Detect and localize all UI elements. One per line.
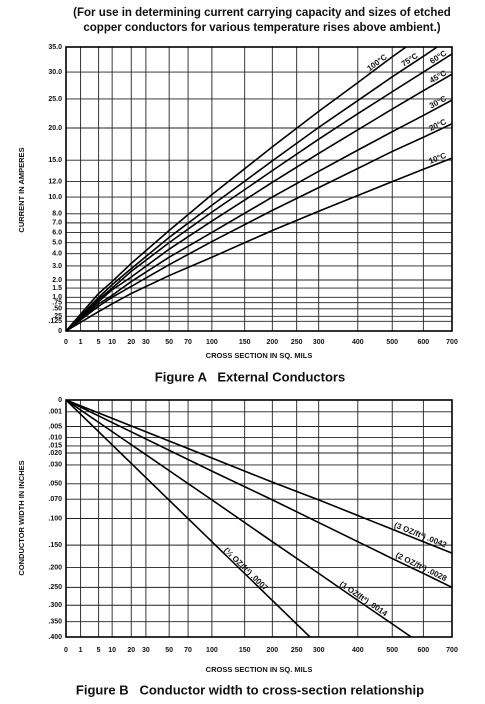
plot-frame [65,399,453,638]
y-tick-label: 2.0 [52,277,62,284]
x-tick-label: 150 [239,647,251,654]
x-tick-label: 250 [291,339,303,346]
y-tick-label: .350 [48,619,62,626]
x-tick-label: 400 [352,339,364,346]
y-tick-label: 10.0 [48,194,62,201]
y-tick-label: .150 [48,542,62,549]
x-tick-label: 300 [313,647,325,654]
y-tick-label: .050 [48,481,62,488]
series-line [66,47,408,331]
y-tick-label: .005 [48,423,62,430]
x-tick-label: 500 [386,339,398,346]
chart-title: Figure A External Conductors [155,369,345,384]
chart-title: Figure B Conductor width to cross-sectio… [76,682,424,697]
series-line [66,400,452,554]
header-line: (For use in determining current carrying… [73,7,451,19]
x-tick-label: 300 [313,339,325,346]
x-tick-label: 70 [184,339,192,346]
y-tick-label: 20.0 [48,125,62,132]
x-tick-label: 600 [418,339,430,346]
y-tick-label: 6.0 [52,229,62,236]
y-tick-label: .001 [48,409,62,416]
x-tick-label: 1 [79,647,83,654]
y-tick-label: 3.0 [52,263,62,270]
y-tick-label: .020 [48,450,62,457]
x-tick-label: 200 [266,647,278,654]
y-tick-label: .400 [48,634,62,641]
y-tick-label: 0 [58,397,62,404]
y-tick-label: 25.0 [48,96,62,103]
x-tick-label: 20 [127,339,135,346]
y-tick-label: 1.5 [52,285,62,292]
y-tick-label: .300 [48,602,62,609]
series-line [66,400,312,637]
x-tick-label: 30 [142,339,150,346]
plot-frame [65,46,453,332]
x-tick-label: 20 [127,647,135,654]
series-line [66,47,439,331]
y-tick-label: .125 [48,318,62,325]
series-line [66,157,452,331]
y-tick-label: .010 [48,434,62,441]
series-line [66,123,452,331]
y-tick-label: .030 [48,462,62,469]
y-tick-label: .100 [48,515,62,522]
y-tick-label: 0 [58,328,62,335]
x-axis-title: CROSS SECTION IN SQ. MILS [206,665,313,674]
series-line [66,400,452,589]
x-tick-label: 50 [165,647,173,654]
series-line [66,73,452,331]
y-tick-label: 5.0 [52,239,62,246]
y-tick-label: .75 [52,300,62,307]
y-tick-label: .50 [52,306,62,313]
x-tick-label: 5 [97,647,101,654]
y-axis-title: CONDUCTOR WIDTH IN INCHES [17,460,26,575]
y-tick-label: .070 [48,496,62,503]
x-tick-label: 50 [165,339,173,346]
series-line [66,99,452,331]
x-tick-label: 150 [239,339,251,346]
x-tick-label: 250 [291,647,303,654]
x-tick-label: 100 [206,339,218,346]
y-tick-label: 15.0 [48,157,62,164]
x-tick-label: 100 [206,647,218,654]
y-tick-label: .250 [48,584,62,591]
y-tick-label: 4.0 [52,251,62,258]
y-tick-label: 7.0 [52,220,62,227]
y-tick-label: 1.0 [52,294,62,301]
y-tick-label: 30.0 [48,69,62,76]
x-tick-label: 700 [446,339,458,346]
x-tick-label: 600 [418,647,430,654]
y-tick-label: .25 [52,313,62,320]
x-tick-label: 5 [97,339,101,346]
series-line [66,53,452,331]
y-tick-label: .200 [48,564,62,571]
y-tick-label: 12.0 [48,178,62,185]
x-tick-label: 200 [266,339,278,346]
x-tick-label: 10 [108,339,116,346]
y-axis-title: CURRENT IN AMPERES [17,147,26,232]
x-tick-label: 400 [352,647,364,654]
y-tick-label: 35.0 [48,44,62,51]
x-tick-label: 70 [184,647,192,654]
x-tick-label: 30 [142,647,150,654]
x-axis-title: CROSS SECTION IN SQ. MILS [206,351,313,360]
x-tick-label: 1 [79,339,83,346]
x-tick-label: 500 [386,647,398,654]
series-line [66,400,413,637]
x-tick-label: 10 [108,647,116,654]
x-tick-label: 700 [446,647,458,654]
x-tick-label: 0 [64,647,68,654]
x-tick-label: 0 [64,339,68,346]
header-line: copper conductors for various temperatur… [83,22,440,34]
y-tick-label: 8.0 [52,211,62,218]
y-tick-label: .015 [48,443,62,450]
